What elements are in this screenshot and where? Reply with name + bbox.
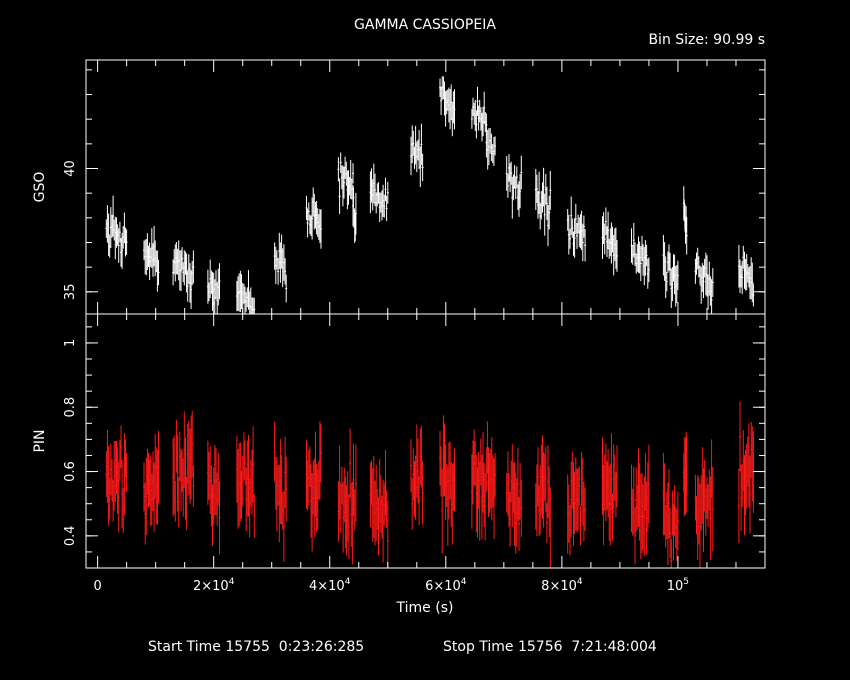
x-tick-base: 8×10 bbox=[541, 579, 577, 594]
x-tick-label: 2×104 bbox=[193, 577, 235, 594]
pin-segment-17 bbox=[662, 453, 679, 568]
gso-segment-20 bbox=[682, 186, 688, 255]
x-tick-label: 105 bbox=[667, 577, 689, 594]
pin-segment-16 bbox=[630, 444, 650, 565]
x-tick-base: 2×10 bbox=[193, 579, 229, 594]
pin-segment-14 bbox=[566, 451, 587, 556]
x-tick-exponent: 4 bbox=[229, 577, 235, 587]
pin-segment-4 bbox=[235, 426, 256, 538]
gso-segment-2 bbox=[172, 240, 195, 310]
pin-segment-2 bbox=[172, 410, 195, 531]
gso-segment-5 bbox=[273, 232, 288, 303]
gso-segment-15 bbox=[534, 167, 552, 247]
x-tick-exponent: 4 bbox=[461, 577, 467, 587]
x-tick-exponent: 5 bbox=[683, 577, 689, 587]
pin-segment-19 bbox=[694, 439, 714, 568]
y-tick-label: 0.8 bbox=[63, 397, 78, 418]
x-tick-base: 6×10 bbox=[425, 579, 461, 594]
x-axis-label: Time (s) bbox=[396, 600, 454, 616]
gso-segment-1 bbox=[143, 226, 160, 292]
pin-segment-1 bbox=[143, 430, 160, 545]
x-tick-labels: 0 2×104 4×104 6×104 8×104 105 bbox=[93, 577, 689, 594]
pin-axis-label: PIN bbox=[32, 429, 48, 452]
gso-segment-0 bbox=[105, 195, 128, 269]
pin-segment-18 bbox=[682, 431, 688, 517]
x-tick-label: 6×104 bbox=[425, 577, 467, 594]
pin-segment-6 bbox=[305, 421, 322, 552]
pin-data-points bbox=[105, 401, 755, 568]
pin-segment-3 bbox=[206, 440, 221, 555]
x-tick-base: 0 bbox=[93, 579, 101, 594]
chart-title: GAMMA CASSIOPEIA bbox=[354, 17, 496, 33]
x-tick-label: 4×104 bbox=[309, 577, 351, 594]
gso-segment-11 bbox=[439, 76, 456, 137]
pin-segment-13 bbox=[534, 435, 552, 568]
pin-segment-15 bbox=[601, 433, 618, 546]
gso-segment-19 bbox=[662, 235, 679, 308]
x-tick-base: 10 bbox=[667, 579, 684, 594]
pin-segment-9 bbox=[410, 424, 424, 530]
gso-segment-13 bbox=[485, 127, 497, 170]
gso-segment-12 bbox=[470, 86, 488, 142]
gso-segment-14 bbox=[505, 154, 523, 219]
gso-segment-17 bbox=[601, 207, 618, 276]
stop-time-label: Stop Time 15756 7:21:48:004 bbox=[443, 639, 657, 655]
gso-segment-4 bbox=[235, 270, 256, 314]
pin-segment-10 bbox=[439, 415, 456, 554]
x-tick-label: 0 bbox=[93, 579, 101, 594]
pin-segment-7 bbox=[337, 428, 357, 565]
gso-segment-10 bbox=[410, 123, 424, 187]
gso-segment-6 bbox=[305, 187, 322, 249]
gso-segment-3 bbox=[206, 259, 221, 314]
x-tick-exponent: 4 bbox=[345, 577, 351, 587]
pin-segment-8 bbox=[369, 449, 389, 568]
bin-size-label: Bin Size: 90.99 s bbox=[648, 32, 765, 48]
y-tick-label: 0.6 bbox=[63, 461, 78, 482]
x-tick-label: 8×104 bbox=[541, 577, 583, 594]
x-tick-base: 4×10 bbox=[309, 579, 345, 594]
gso-segment-21 bbox=[694, 247, 714, 314]
pin-panel: 0.4 0.6 0.8 1 PIN bbox=[32, 313, 766, 569]
y-tick-label: 40 bbox=[63, 160, 78, 177]
gso-segment-9 bbox=[369, 163, 389, 222]
pin-ticks: 0.4 0.6 0.8 1 bbox=[63, 314, 766, 569]
y-tick-label: 35 bbox=[63, 284, 78, 301]
y-tick-label: 0.4 bbox=[63, 525, 78, 546]
gso-data-points bbox=[105, 76, 755, 314]
gso-axis-label: GSO bbox=[32, 172, 48, 203]
gso-segment-16 bbox=[566, 196, 587, 262]
gso-segment-22 bbox=[737, 244, 755, 307]
gso-segment-7 bbox=[337, 152, 354, 215]
gso-ticks: 35 40 bbox=[63, 60, 766, 314]
gso-segment-18 bbox=[630, 223, 650, 289]
x-tick-exponent: 4 bbox=[577, 577, 583, 587]
pin-frame bbox=[85, 313, 766, 569]
pin-segment-0 bbox=[105, 425, 128, 533]
pin-segment-5 bbox=[273, 421, 288, 562]
pin-segment-20 bbox=[737, 401, 755, 544]
pin-segment-11 bbox=[470, 421, 497, 541]
gso-panel: 35 40 GSO bbox=[32, 59, 766, 315]
gso-segment-8 bbox=[352, 184, 357, 243]
start-time-label: Start Time 15755 0:23:26:285 bbox=[148, 639, 364, 655]
pin-segment-12 bbox=[505, 444, 523, 554]
y-tick-label: 1 bbox=[63, 339, 78, 347]
